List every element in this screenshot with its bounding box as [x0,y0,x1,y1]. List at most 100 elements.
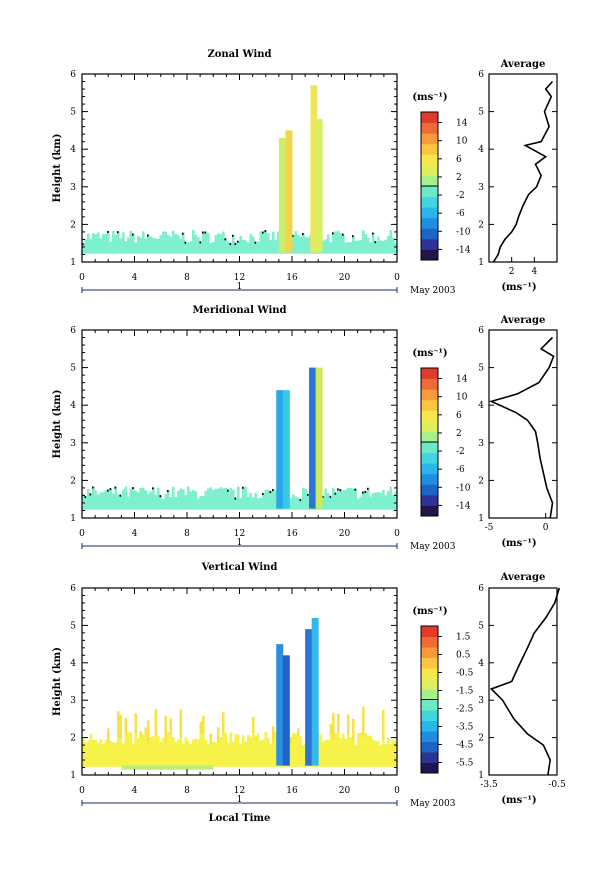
heatmap-cell [274,240,278,254]
colorbar-cell [421,678,438,690]
heatmap-cell [344,738,348,767]
heatmap-cell [259,231,263,254]
heatmap-cell [134,733,138,767]
heatmap-cell [99,738,103,767]
heatmap-cell [297,497,300,510]
heatmap-cell [254,735,258,767]
heatmap-cell [144,727,148,738]
heatmap-cell [322,495,325,510]
y-tick-label: 2 [478,220,484,230]
heatmap-cell [384,239,388,254]
heatmap-cell [262,231,265,254]
heatmap-cell [137,492,140,510]
heatmap-cell [142,487,145,510]
heatmap-cell [187,740,190,767]
heatmap-cell [147,744,150,767]
x-tick-label: 0 [79,786,85,796]
heatmap-cell [329,723,333,734]
heatmap-cell [352,235,355,254]
heatmap-spike [282,655,290,766]
heatmap-cell [252,732,255,767]
heatmap-cell [109,741,113,767]
heatmap-cell [104,490,108,510]
heatmap-cell [82,243,85,254]
contour-speck [262,231,264,234]
heatmap-cell [232,234,235,254]
heatmap-cell [369,496,373,510]
heatmap-cell [121,765,214,770]
contour-speck [352,235,354,238]
heatmap-cell [272,489,275,510]
contour-speck [234,242,237,245]
heatmap-cell [262,739,265,767]
heatmap-cell [117,711,120,738]
heatmap-cell [134,242,138,254]
heatmap-cell [257,241,260,254]
colorbar-tick-label: -14 [456,245,471,255]
heatmap-cell [154,494,158,510]
y-tick-label: 3 [70,183,76,193]
heatmap-cell [222,231,225,254]
heatmap-cell [267,489,270,510]
heatmap-cell [269,239,273,254]
heatmap-cell [204,739,208,767]
heatmap-cell [134,713,138,734]
heatmap-cell [352,718,355,742]
colorbar-cell [421,484,438,496]
heatmap-cell [272,742,275,767]
y-tick-label: 3 [478,439,484,449]
colorbar-cell [421,710,438,721]
heatmap-spike [305,629,313,766]
heatmap-cell [209,733,213,745]
x-tick-label: 20 [339,529,351,539]
heatmap-spike [276,644,284,766]
y-tick-label: 6 [70,584,76,594]
heatmap-cell [202,734,205,767]
heatmap-cell [119,738,123,767]
y-tick-label: 1 [70,514,76,524]
heatmap-cell [252,497,255,510]
heatmap-cell [169,718,173,736]
heatmap-cell [297,736,300,767]
heatmap-cell [289,498,293,510]
contour-speck [89,493,92,496]
x-tick-label: 0 [79,273,85,283]
heatmap-cell [349,242,353,254]
heatmap-cell [354,488,358,510]
heatmap-cell [364,234,368,254]
colorbar-cell [421,378,438,390]
heatmap-cell [167,732,170,767]
heatmap-cell [252,236,255,254]
heatmap-cell [102,743,105,767]
heatmap-cell [254,241,258,254]
heatmap-cell [379,744,383,767]
colorbar-cell [421,133,438,145]
colorbar-tick-label: -10 [456,483,471,493]
heatmap-cell [264,230,268,254]
heatmap-cell [259,497,263,510]
heatmap-cell [202,495,205,510]
heatmap-cell [249,233,253,254]
heatmap-cell [129,732,133,767]
heatmap-cell [182,232,185,254]
average-frame [488,329,558,519]
heatmap-cell [199,733,203,767]
contour-speck [237,240,239,243]
contour-speck [224,238,227,241]
colorbar-cell [421,143,438,155]
heatmap-cell [324,739,328,767]
heatmap-cell [107,231,110,254]
heatmap-cell [157,487,160,510]
colorbar-tick-label: -6 [456,209,465,219]
colorbar-tick-label: 2 [456,173,462,183]
heatmap-cell [187,486,190,510]
heatmap-cell [392,237,395,254]
heatmap-cell [232,489,235,510]
heatmap-cell [267,737,270,767]
heatmap-cell [382,709,385,740]
contour-speck [109,488,112,491]
heatmap-cell [94,234,98,254]
heatmap-cell [154,735,158,767]
heatmap-cell [379,492,383,510]
